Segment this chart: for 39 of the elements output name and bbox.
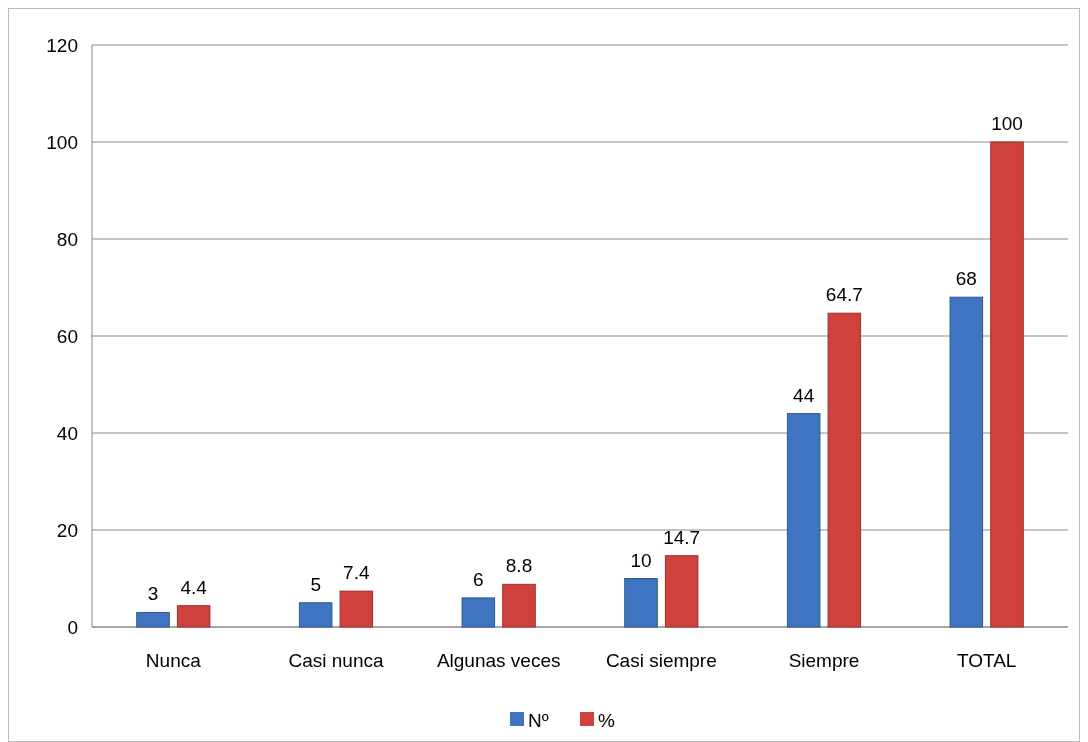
bar — [176, 605, 211, 628]
legend-label: Nº — [528, 709, 549, 731]
y-tick-label: 100 — [46, 131, 78, 153]
data-label: 100 — [991, 113, 1023, 134]
data-label: 7.4 — [343, 562, 370, 584]
data-label: 10 — [630, 549, 652, 571]
x-tick-label: Casi siempre — [605, 650, 717, 671]
y-tick-label: 0 — [67, 616, 78, 638]
bar — [949, 296, 984, 628]
data-label: 6 — [473, 568, 484, 590]
data-label: 68 — [955, 268, 977, 290]
data-label: 44 — [793, 384, 815, 406]
data-label: 5 — [310, 573, 321, 595]
bar — [461, 597, 496, 628]
data-label: 8.8 — [505, 555, 533, 577]
legend-label: % — [598, 709, 615, 731]
data-label: 64.7 — [825, 284, 863, 306]
x-tick-label: Nunca — [145, 650, 202, 671]
x-tick-label: Siempre — [788, 650, 860, 671]
data-label: 3 — [147, 583, 159, 605]
bar — [298, 602, 333, 628]
x-tick-label: Algunas veces — [436, 650, 561, 671]
bar — [339, 590, 374, 628]
bar — [786, 413, 821, 628]
x-tick-label: TOTAL — [956, 650, 1017, 671]
y-tick-label: 60 — [56, 325, 78, 347]
bar — [990, 141, 1024, 628]
data-label: 14.7 — [663, 526, 701, 548]
y-tick-label: 20 — [56, 519, 78, 541]
y-tick-label: 120 — [46, 34, 78, 56]
x-tick-label: Casi nunca — [288, 650, 384, 671]
bar — [827, 312, 862, 628]
bar — [664, 555, 699, 628]
bar — [136, 611, 170, 628]
y-tick-label: 80 — [56, 228, 78, 250]
bar — [502, 583, 536, 628]
data-label: 4.4 — [180, 576, 208, 598]
bar — [624, 578, 658, 628]
y-tick-label: 40 — [56, 422, 78, 444]
